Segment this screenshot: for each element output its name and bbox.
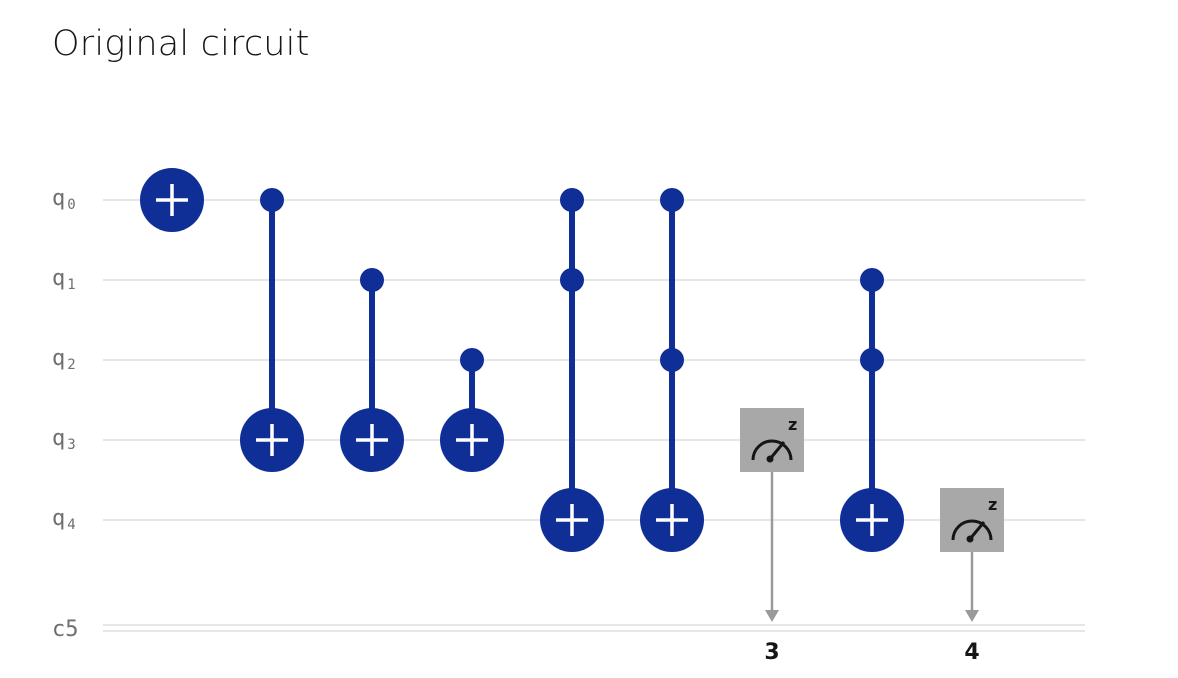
ccx-gate <box>540 188 604 552</box>
measure-basis-label: z <box>788 415 797 434</box>
qubit-label-index: 2 <box>67 357 75 373</box>
control-dot <box>360 268 384 292</box>
meter-pivot-icon <box>966 535 974 543</box>
qubit-label-index: 1 <box>67 277 75 293</box>
cx-gate <box>340 268 404 472</box>
register-labels: q 0q 1q 2q 3q 4c5 <box>52 186 79 642</box>
meter-pivot-icon <box>766 455 774 463</box>
ccx-gate <box>640 188 704 552</box>
meter-icon <box>951 519 993 541</box>
control-dot <box>660 188 684 212</box>
qubit-label-prefix: q <box>52 186 65 211</box>
control-dot <box>660 348 684 372</box>
cx-gate <box>240 188 304 472</box>
control-dot <box>560 268 584 292</box>
qubit-label-index: 0 <box>67 197 75 213</box>
measure-gate: z4 <box>940 488 1004 665</box>
control-dot <box>260 188 284 212</box>
meter-needle-icon <box>968 521 986 540</box>
control-dot <box>560 188 584 212</box>
wires <box>103 199 1085 632</box>
arrow-head-icon <box>765 610 779 622</box>
classical-bit-label: 3 <box>764 640 779 665</box>
x-gate <box>140 168 204 232</box>
ccx-gate <box>840 268 904 552</box>
control-dot <box>860 348 884 372</box>
meter-needle-icon <box>768 441 786 460</box>
meter-icon <box>751 439 793 461</box>
qubit-label-prefix: q <box>52 506 65 531</box>
cx-gate <box>440 348 504 472</box>
page-title: Original circuit <box>52 24 310 64</box>
qubit-label-prefix: q <box>52 266 65 291</box>
qubit-label-prefix: q <box>52 346 65 371</box>
measure-gate: z3 <box>740 408 804 665</box>
measure-basis-label: z <box>988 495 997 514</box>
classical-register-label: c5 <box>52 617 79 642</box>
control-dot <box>860 268 884 292</box>
qubit-label-prefix: q <box>52 426 65 451</box>
arrow-head-icon <box>965 610 979 622</box>
qubit-label-index: 3 <box>67 437 75 453</box>
qubit-label-index: 4 <box>67 517 75 533</box>
control-dot <box>460 348 484 372</box>
classical-bit-label: 4 <box>964 640 979 665</box>
